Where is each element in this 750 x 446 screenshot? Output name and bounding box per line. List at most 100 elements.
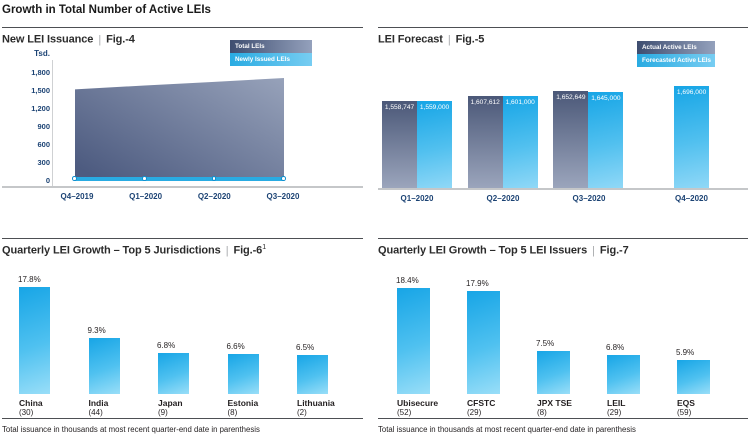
fig4-title: New LEI Issuance | Fig.-4 (2, 33, 135, 46)
x-axis-line (2, 186, 363, 188)
fig4-title-text: New LEI Issuance (2, 33, 94, 46)
bar (537, 350, 570, 394)
bar-percent-label: 17.8% (18, 274, 41, 284)
bar-forecast: 1,601,000 (502, 96, 538, 188)
total-leis-area (75, 77, 284, 181)
y-tick-label: 300 (37, 158, 50, 167)
bar-value-label: 1,652,649 (556, 93, 586, 101)
fig5-fig-label: Fig.-5 (455, 33, 485, 46)
y-tick-label: 900 (37, 122, 50, 131)
bar-actual: 1,652,649 (553, 90, 589, 188)
divider-top-right (378, 27, 748, 28)
category-sublabel: (8) (227, 408, 238, 417)
category-label: India (88, 398, 109, 408)
y-tick-label: 600 (37, 140, 50, 149)
fig6-footnote: Total issuance in thousands at most rece… (2, 425, 260, 434)
category-label: JPX TSE (537, 398, 572, 408)
fig7-title-text: Quarterly LEI Growth – Top 5 LEI Issuers (378, 244, 588, 257)
category-sublabel: (29) (467, 408, 482, 417)
fig5-title: LEI Forecast | Fig.-5 (378, 33, 484, 46)
y-tick-label: 1,200 (31, 104, 50, 113)
category-label: China (19, 398, 43, 408)
page-title: Growth in Total Number of Active LEIs (2, 4, 211, 16)
bar-percent-label: 9.3% (87, 326, 106, 335)
bar-percent-label: 6.8% (606, 342, 625, 352)
bar (607, 354, 640, 394)
fig6-title-text: Quarterly LEI Growth – Top 5 Jurisdictio… (2, 244, 221, 257)
category-sublabel: (29) (607, 408, 622, 417)
pipe-separator: | (225, 244, 229, 257)
legend-label: Actual Active LEIs (642, 44, 697, 51)
fig6-plot: 17.8% China (30) 9.3% India (44) 6.8% Japan (9) 6… (18, 274, 335, 417)
pipe-separator: | (592, 244, 595, 257)
bar-forecast: 1,645,000 (588, 91, 624, 188)
fig5-legend: Actual Active LEIs Forecasted Active LEI… (637, 41, 715, 67)
bar-value-label: 1,645,000 (591, 94, 621, 102)
legend-item-forecasted-active-leis: Forecasted Active LEIs (637, 54, 715, 67)
category-sublabel: (9) (158, 408, 168, 417)
bar (397, 288, 430, 394)
bar (88, 338, 120, 394)
fig6-sup: 1 (262, 244, 266, 251)
bar-percent-label: 18.4% (396, 276, 419, 286)
fig5-title-text: LEI Forecast (378, 33, 443, 46)
bar-value-label: 1,558,747 (384, 103, 415, 111)
category-sublabel: (44) (88, 408, 103, 417)
bar-percent-label: 6.6% (226, 342, 245, 352)
bar-percent-label: 7.5% (536, 338, 555, 348)
x-tick-label: Q4–2019 (60, 192, 94, 201)
bar (297, 354, 328, 394)
bar-value-label: 1,696,000 (676, 89, 707, 96)
divider-mid-right (378, 238, 748, 239)
bar-percent-label: 5.9% (676, 348, 695, 358)
category-label: Ubisecure (397, 398, 439, 408)
bar-forecast: 1,559,000 (417, 100, 452, 188)
category-sublabel: (52) (397, 408, 412, 417)
y-tick-label: 0 (45, 176, 50, 185)
bar-actual: 1,607,612 (467, 95, 503, 188)
line-marker (211, 176, 217, 181)
bar (158, 353, 189, 394)
y-axis-line (52, 60, 53, 187)
line-marker (281, 176, 286, 181)
pipe-separator: | (98, 33, 102, 46)
y-tick-label: 1,500 (31, 86, 50, 95)
bar-percent-label: 6.5% (296, 342, 315, 352)
divider-top-left (2, 27, 363, 28)
divider-mid-left (2, 238, 363, 239)
fig7-fig-label: Fig.-7 (599, 244, 629, 257)
legend-label: Forecasted Active LEIs (642, 57, 712, 64)
line-marker (142, 176, 147, 181)
category-label: Japan (158, 398, 183, 408)
divider-bottom-right (378, 418, 748, 419)
divider-bottom-left (2, 418, 363, 419)
bar-value-label: 1,559,000 (419, 103, 450, 111)
bar (467, 291, 500, 394)
x-tick-label: Q2–2020 (486, 194, 520, 203)
fig7-title: Quarterly LEI Growth – Top 5 LEI Issuers… (378, 244, 629, 257)
bar-forecast: 1,696,000 (674, 86, 710, 188)
bar (227, 354, 259, 394)
category-sublabel: (2) (297, 408, 307, 417)
bar-actual: 1,558,747 (382, 100, 417, 188)
y-axis-unit: Tsd. (34, 49, 50, 58)
x-tick-label: Q1–2020 (400, 194, 434, 203)
fig6-title: Quarterly LEI Growth – Top 5 Jurisdictio… (2, 244, 266, 257)
fig4-legend: Total LEIs Newly Issued LEIs (230, 40, 312, 66)
fig6-fig-label: Fig.-6 (233, 244, 263, 257)
x-tick-label: Q3–2020 (572, 194, 606, 203)
x-axis-line (378, 188, 748, 190)
category-label: LEIL (607, 398, 626, 408)
category-sublabel: (59) (677, 408, 692, 417)
category-label: CFSTC (467, 398, 496, 408)
bar (19, 286, 50, 394)
newly-issued-line (75, 176, 284, 182)
fig4-fig-label: Fig.-4 (106, 33, 135, 46)
bar-value-label: 1,607,612 (470, 98, 500, 106)
category-label: Estonia (227, 398, 259, 408)
pipe-separator: | (447, 33, 451, 46)
line-marker (72, 176, 77, 181)
category-sublabel: (30) (19, 408, 34, 417)
